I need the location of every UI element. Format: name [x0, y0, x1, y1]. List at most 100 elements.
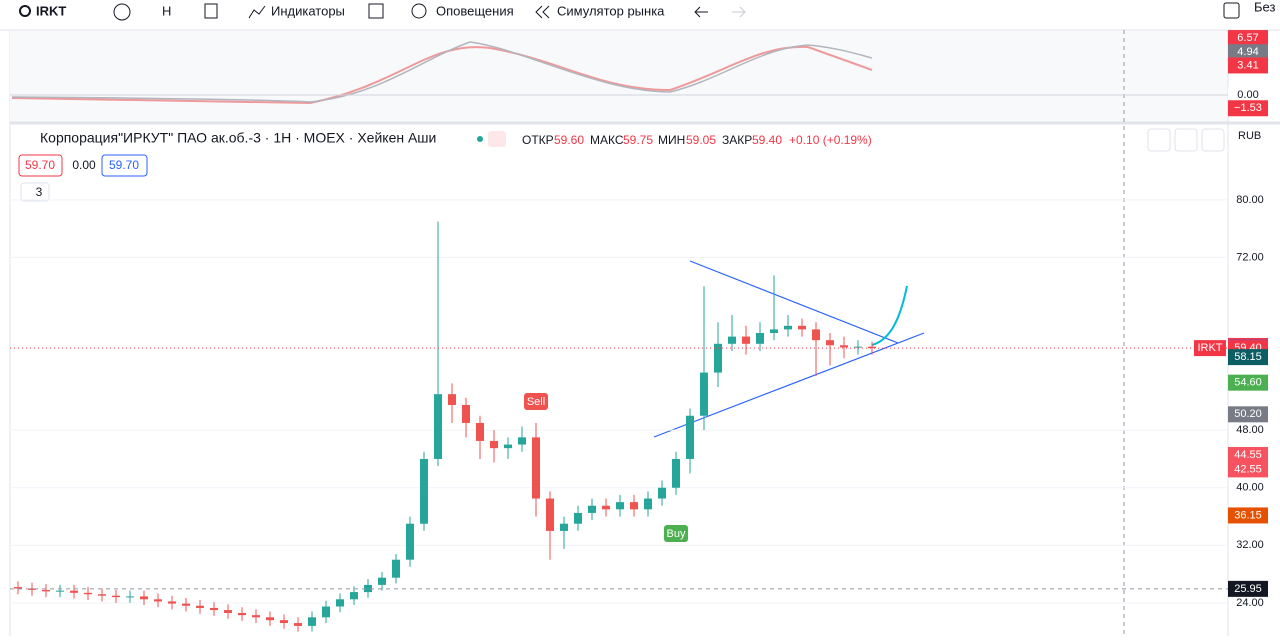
bid[interactable]: 59.70: [25, 158, 55, 172]
collapse-count[interactable]: 3: [36, 185, 43, 199]
price-badge: [1228, 349, 1268, 366]
collapse-box[interactable]: [20, 182, 50, 202]
simulator[interactable]: Симулятор рынка: [557, 3, 665, 18]
candle-body: [798, 325, 806, 330]
candle-body: [308, 617, 316, 626]
sell-marker: Sell: [527, 396, 545, 408]
candle-body: [686, 415, 694, 459]
candle-body: [602, 505, 610, 510]
checkbox[interactable]: [1223, 2, 1240, 19]
indicators-icon: [248, 5, 266, 19]
candle-body: [56, 590, 64, 592]
ask[interactable]: 59.70: [109, 158, 139, 172]
candle-body: [644, 498, 652, 510]
candle-body: [448, 394, 456, 405]
candle-body: [294, 623, 302, 626]
candle-body: [574, 512, 582, 524]
redo[interactable]: [732, 6, 746, 18]
price-badge-label: 54.60: [1234, 377, 1262, 389]
candle-body: [406, 523, 414, 560]
candle-body: [546, 498, 554, 531]
osc-badge: [1228, 87, 1268, 103]
legend-high-label: МАКС: [590, 133, 624, 147]
sell-marker-bg: [524, 393, 548, 410]
candle-body: [756, 332, 764, 344]
alerts[interactable]: Оповещения: [436, 3, 514, 18]
candle-body: [378, 577, 386, 585]
osc-badge-label: −1.53: [1234, 102, 1262, 114]
candle-body: [266, 617, 274, 621]
alerts-icon: [411, 3, 427, 19]
candle-body: [224, 610, 232, 613]
candle-body: [560, 523, 568, 531]
candle-body: [210, 607, 218, 611]
candle-body: [462, 404, 470, 423]
spread: 0.00: [72, 158, 96, 172]
candle-body: [616, 502, 624, 510]
candle-body: [854, 346, 862, 348]
candle-body: [812, 329, 820, 341]
legend-low-label: МИН: [658, 133, 685, 147]
candle-body: [140, 596, 148, 600]
btn-collapse[interactable]: [1174, 128, 1198, 152]
y-tick-label: 80.00: [1236, 194, 1264, 206]
candle-body: [126, 596, 134, 598]
candle-body: [826, 340, 834, 346]
candle-body: [238, 612, 246, 616]
bid-box[interactable]: [18, 154, 63, 177]
candle-body: [322, 606, 330, 618]
oscillator-pane: [10, 31, 1228, 123]
price-badge-label: 58.15: [1234, 351, 1262, 363]
y-tick-label: 32.00: [1236, 539, 1264, 551]
y-tick-label: 48.00: [1236, 424, 1264, 436]
price-badge-label: 25.95: [1234, 583, 1262, 595]
candle-body: [630, 502, 638, 510]
btn-max[interactable]: [1201, 128, 1225, 152]
undo[interactable]: [694, 6, 708, 18]
price-badge-label: 44.55: [1234, 449, 1262, 461]
search-icon[interactable]: [19, 5, 31, 17]
candle-body: [490, 440, 498, 449]
chart-type[interactable]: [204, 3, 218, 19]
price-badge: [1228, 374, 1268, 391]
symbol-badge-bg: [1194, 340, 1226, 357]
y-tick-label: 24.00: [1236, 597, 1264, 609]
indicators[interactable]: Индикаторы: [271, 3, 345, 18]
ask-box[interactable]: [101, 154, 148, 177]
currency[interactable]: RUB: [1238, 130, 1261, 142]
osc-badge-label: 6.57: [1237, 32, 1258, 44]
price-badge-label: 36.15: [1234, 509, 1262, 521]
candle-body: [672, 458, 680, 488]
trend-lines: [653, 260, 925, 438]
legend-close-label: ЗАКР: [722, 133, 752, 147]
legend-low: 59.05: [686, 133, 716, 147]
price-badge: [1228, 406, 1268, 423]
osc-badge: [1228, 44, 1268, 61]
candle-body: [14, 587, 22, 589]
legend-title: Корпорация"ИРКУТ" ПАО ак.об.-3 · 1H · MO…: [40, 130, 436, 146]
candle-body: [742, 336, 750, 344]
symbol[interactable]: IRKT: [36, 3, 66, 18]
osc-badge-label: 0.00: [1237, 89, 1258, 101]
candle-body: [700, 372, 708, 416]
price-badge: [1228, 507, 1268, 524]
candle-body: [280, 620, 288, 624]
candle-body: [28, 588, 36, 590]
legend-close: 59.40: [752, 133, 782, 147]
price-badge-label: 50.20: [1234, 408, 1262, 420]
candle-body: [350, 592, 358, 600]
candle-body: [420, 458, 428, 524]
legend-change: +0.10 (+0.19%): [789, 133, 872, 147]
y-tick-label: 72.00: [1236, 251, 1264, 263]
right-label: Без: [1254, 0, 1275, 14]
templates[interactable]: [368, 3, 384, 19]
candle-body: [770, 329, 778, 333]
candle-body: [392, 559, 400, 578]
btn-up[interactable]: [1147, 128, 1171, 152]
interval[interactable]: H: [162, 3, 171, 18]
add-symbol[interactable]: [113, 3, 131, 21]
osc-badge: [1228, 30, 1268, 47]
candle-body: [518, 437, 526, 445]
buy-marker-bg: [664, 525, 688, 542]
